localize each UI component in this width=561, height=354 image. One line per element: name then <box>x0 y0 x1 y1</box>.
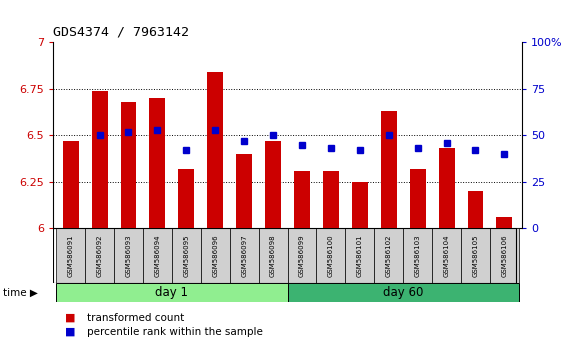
Bar <box>461 228 490 283</box>
Bar <box>265 141 281 228</box>
Bar <box>288 228 316 283</box>
Text: day 60: day 60 <box>383 286 424 299</box>
Bar <box>207 72 223 228</box>
Bar <box>56 228 85 283</box>
Bar <box>56 283 287 302</box>
Bar <box>178 169 194 228</box>
Bar <box>259 228 287 283</box>
Text: GSM586093: GSM586093 <box>126 234 131 277</box>
Text: time ▶: time ▶ <box>3 287 38 297</box>
Bar <box>91 91 108 228</box>
Bar <box>63 141 79 228</box>
Bar <box>323 171 339 228</box>
Bar <box>114 228 143 283</box>
Bar <box>381 111 397 228</box>
Bar <box>410 169 426 228</box>
Text: GSM586092: GSM586092 <box>96 234 103 277</box>
Text: GSM586091: GSM586091 <box>68 234 73 277</box>
Bar <box>229 228 259 283</box>
Bar <box>374 228 403 283</box>
Text: GSM586096: GSM586096 <box>212 234 218 277</box>
Bar <box>439 148 454 228</box>
Text: GSM586102: GSM586102 <box>386 234 392 277</box>
Text: GSM586098: GSM586098 <box>270 234 276 277</box>
Text: day 1: day 1 <box>155 286 188 299</box>
Bar <box>288 283 519 302</box>
Bar <box>121 102 136 228</box>
Text: GSM586101: GSM586101 <box>357 234 363 277</box>
Text: GDS4374 / 7963142: GDS4374 / 7963142 <box>53 26 189 39</box>
Bar <box>201 228 229 283</box>
Text: transformed count: transformed count <box>87 313 184 322</box>
Bar <box>149 98 165 228</box>
Text: GSM586106: GSM586106 <box>502 234 507 277</box>
Text: ■: ■ <box>65 327 75 337</box>
Text: GSM586104: GSM586104 <box>444 234 449 277</box>
Bar <box>352 182 368 228</box>
Text: GSM586099: GSM586099 <box>299 234 305 277</box>
Bar <box>316 228 346 283</box>
Bar <box>346 228 374 283</box>
Bar <box>85 228 114 283</box>
Bar <box>172 228 201 283</box>
Text: GSM586100: GSM586100 <box>328 234 334 277</box>
Bar <box>496 217 512 228</box>
Text: GSM586094: GSM586094 <box>154 234 160 277</box>
Text: percentile rank within the sample: percentile rank within the sample <box>87 327 263 337</box>
Text: GSM586105: GSM586105 <box>472 234 479 277</box>
Bar <box>294 171 310 228</box>
Text: GSM586103: GSM586103 <box>415 234 421 277</box>
Text: GSM586095: GSM586095 <box>183 234 189 277</box>
Bar <box>236 154 252 228</box>
Bar <box>143 228 172 283</box>
Bar <box>403 228 432 283</box>
Text: ■: ■ <box>65 313 75 322</box>
Bar <box>490 228 519 283</box>
Text: GSM586097: GSM586097 <box>241 234 247 277</box>
Bar <box>467 191 484 228</box>
Bar <box>432 228 461 283</box>
